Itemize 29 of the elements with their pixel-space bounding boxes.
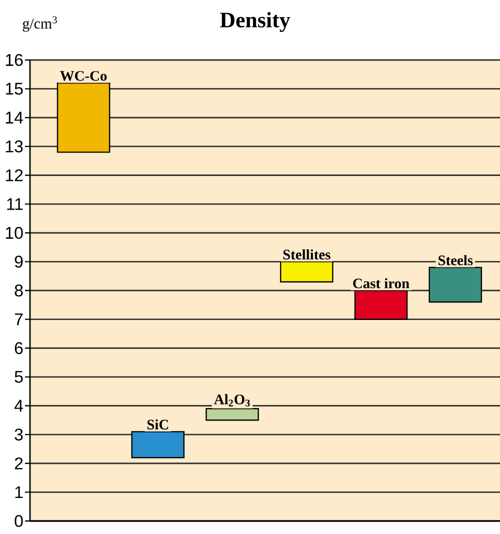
x-tick-label: Stellites	[283, 249, 330, 260]
chart-title: Density	[220, 12, 290, 32]
y-tick-label: 16	[6, 54, 23, 66]
y-tick-label: 15	[6, 82, 23, 95]
y-tick-label: 14	[6, 112, 23, 124]
bar	[56, 82, 110, 153]
x-tick-label: Cast iron	[353, 278, 410, 288]
bar	[354, 290, 408, 320]
y-tick-label: 1	[15, 486, 23, 498]
y-tick-label: 2	[14, 457, 23, 470]
x-tick-label: SiC	[147, 419, 168, 430]
bar	[280, 261, 334, 282]
y-tick-label: 10	[6, 226, 23, 239]
y-tick-label: 5	[14, 371, 23, 383]
y-tick-label: 11	[7, 198, 23, 210]
y-tick-label: 3	[14, 428, 23, 441]
y-tick-label: 7	[14, 313, 23, 326]
bar	[131, 431, 185, 458]
y-tick-label: 12	[6, 169, 23, 182]
y-tick-label: 13	[6, 140, 23, 152]
y-tick-label: 8	[14, 284, 23, 296]
x-tick-label: Steels	[438, 255, 473, 266]
y-tick-label: 4	[14, 400, 23, 412]
x-tick-label: Al$_{2}$O$_{3}$	[214, 394, 250, 406]
y-tick-label: 6	[14, 342, 23, 354]
x-tick-label: WC-Co	[60, 71, 107, 81]
y-tick-label: 9	[14, 256, 23, 268]
y-axis-title: g/cm$^{3}$	[22, 16, 57, 32]
y-tick-label: 0	[14, 515, 23, 527]
